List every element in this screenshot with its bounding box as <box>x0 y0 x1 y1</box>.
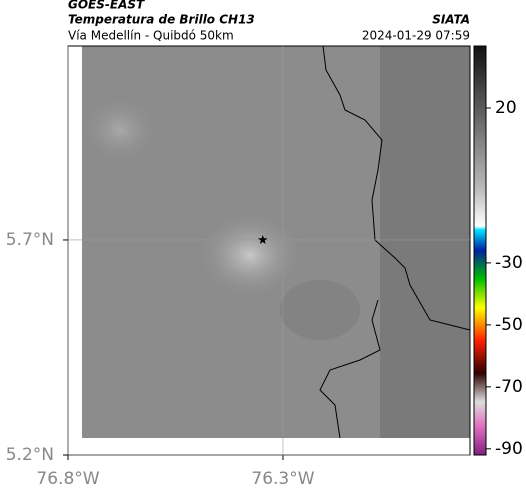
x-tick-label: 76.8°W <box>36 469 99 489</box>
x-tick-label: 76.3°W <box>251 469 314 489</box>
colorbar-tick-label: -90 <box>495 439 523 459</box>
org: SIATA <box>432 13 470 27</box>
location-marker <box>258 235 268 244</box>
bright-area <box>195 210 305 300</box>
boundary <box>319 46 470 439</box>
colorbar-tick-label: -70 <box>495 377 523 397</box>
colorbar <box>473 45 487 456</box>
dark-area <box>280 280 360 340</box>
bright-area <box>80 95 160 165</box>
colorbar-tick-label: 20 <box>495 98 517 118</box>
y-tick-label: 5.7°N <box>6 230 54 250</box>
image-region <box>380 46 470 438</box>
colorbar-tick-label: -50 <box>495 315 523 335</box>
title: Temperatura de Brillo CH13 <box>68 13 255 27</box>
satellite-image <box>80 46 470 439</box>
source: GOES-EAST <box>68 0 145 12</box>
y-tick-label: 5.2°N <box>6 445 54 465</box>
datetime: 2024-01-29 07:59 <box>362 29 470 43</box>
colorbar-tick-label: -30 <box>495 253 523 273</box>
subtitle: Vía Medellín - Quibdó 50km <box>68 29 234 43</box>
